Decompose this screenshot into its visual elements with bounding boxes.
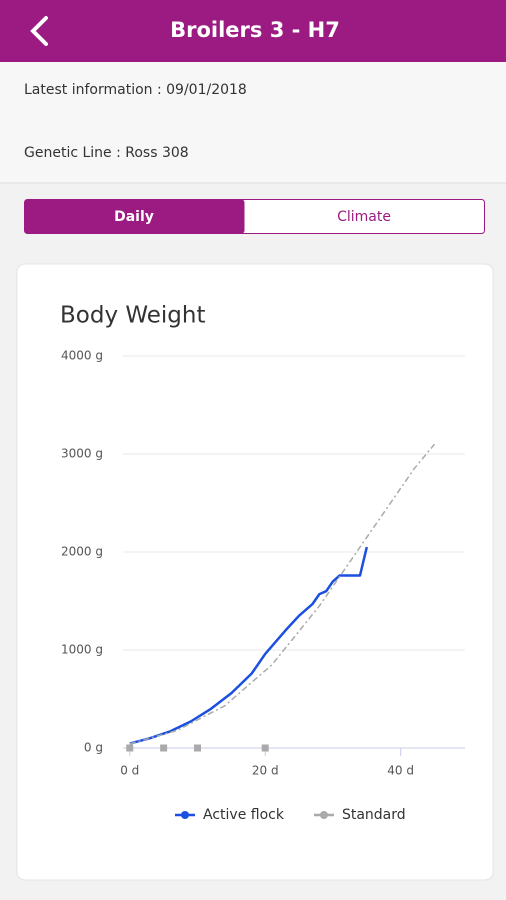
tab-daily[interactable]: Daily xyxy=(114,209,154,225)
tab-climate[interactable]: Climate xyxy=(337,209,391,225)
screen-title: Broilers 3 - H7 xyxy=(170,18,340,42)
point xyxy=(193,744,201,752)
series-line xyxy=(129,443,436,745)
y-tick-label: 3000 g xyxy=(61,447,103,461)
point xyxy=(160,744,168,752)
genetic-line: Genetic Line : Ross 308 xyxy=(24,145,189,161)
x-tick-label: 20 d xyxy=(252,764,279,778)
y-tick-label: 1000 g xyxy=(61,643,103,657)
point xyxy=(261,744,269,752)
x-tick-label: 40 d xyxy=(387,764,414,778)
y-tick-label: 4000 g xyxy=(61,349,103,363)
info-panel xyxy=(0,62,506,183)
back-button[interactable] xyxy=(30,16,48,46)
legend-dot xyxy=(319,811,328,819)
y-tick-label: 0 g xyxy=(84,741,103,755)
app-bar xyxy=(0,0,506,62)
y-tick-label: 2000 g xyxy=(61,545,103,559)
x-tick-label: 0 d xyxy=(120,764,139,778)
chart-card xyxy=(16,263,494,881)
legend-dot xyxy=(181,811,189,819)
tab-active[interactable] xyxy=(24,199,245,234)
legend-label: Active flock xyxy=(203,807,285,823)
legend-label: Standard xyxy=(342,807,406,823)
latest-info: Latest information : 09/01/2018 xyxy=(24,82,247,98)
point xyxy=(126,744,134,752)
series-line xyxy=(129,546,369,745)
chart-title: Body Weight xyxy=(60,303,206,329)
